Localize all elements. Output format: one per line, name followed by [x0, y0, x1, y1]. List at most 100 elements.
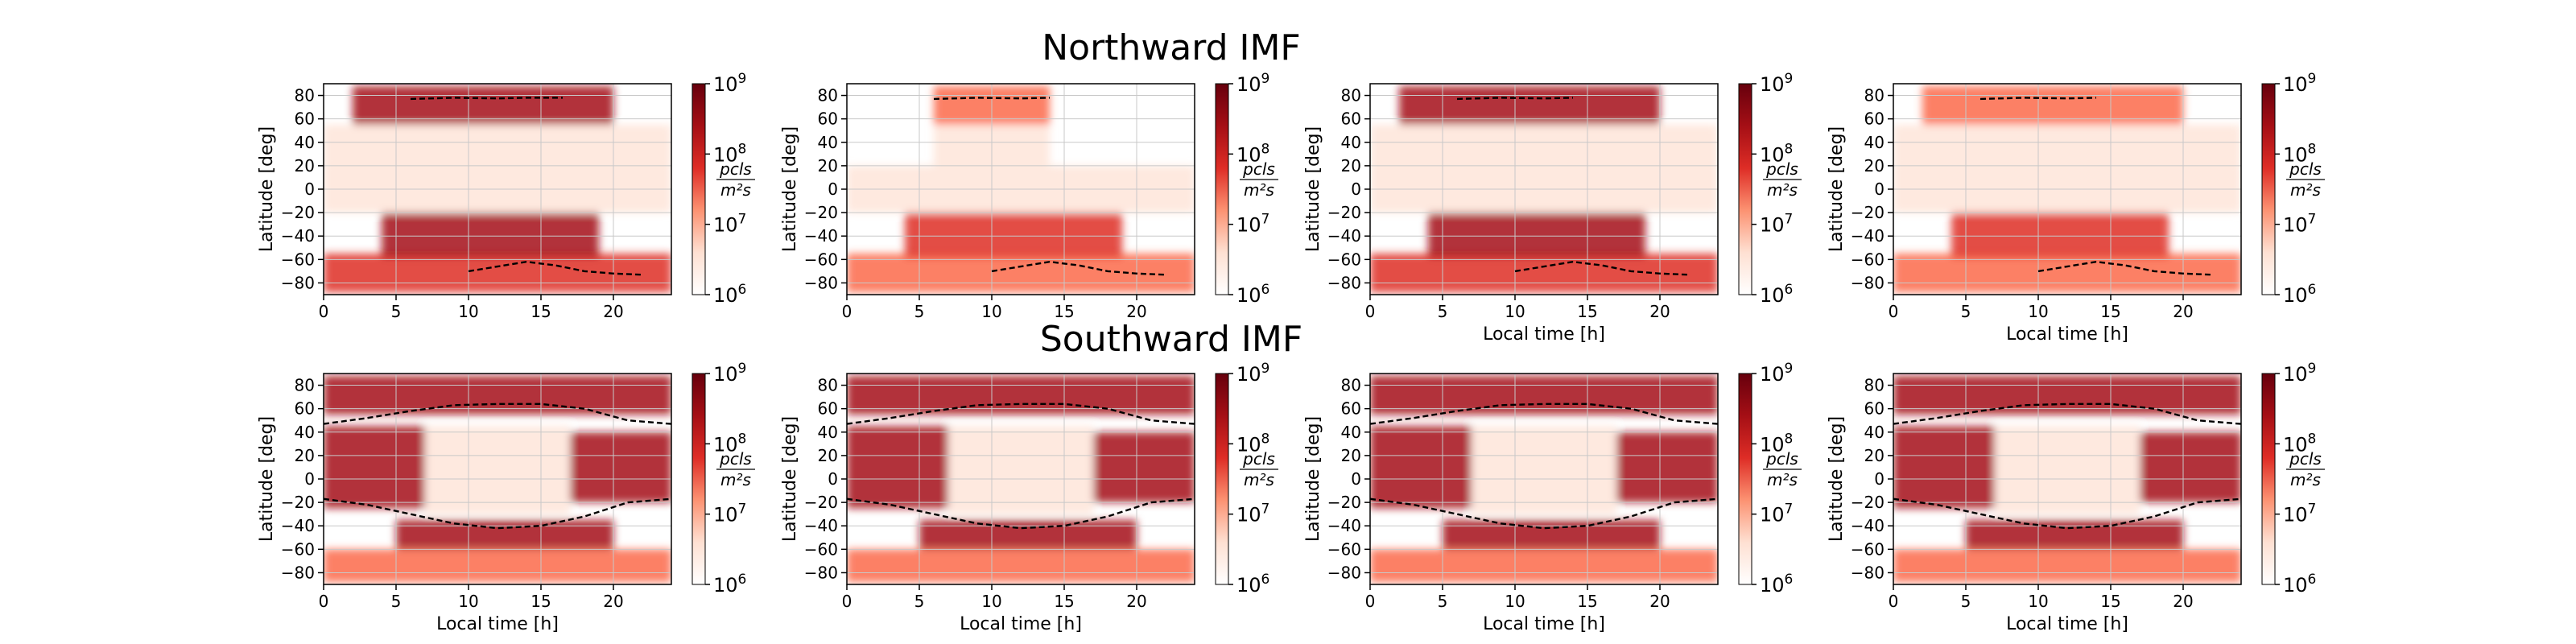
heatmap-cell: [425, 426, 570, 514]
colorbar-tick-label: 108: [2283, 431, 2316, 456]
y-tick-label: −80: [1327, 273, 1361, 292]
heatmap-cell: [1893, 549, 2241, 583]
x-tick-label: 0: [319, 302, 329, 321]
heatmap-cell: [1893, 124, 2241, 166]
y-tick-label: −80: [1851, 273, 1885, 292]
colorbar-tick-label: 107: [713, 212, 746, 237]
colorbar-label-numerator: pcls: [2289, 449, 2322, 469]
x-tick-label: 10: [458, 592, 478, 611]
y-tick-label: 20: [1864, 446, 1885, 465]
colorbar-tick-label: 106: [1760, 282, 1793, 307]
x-tick-label: 15: [1054, 302, 1074, 321]
x-tick-label: 15: [2100, 592, 2120, 611]
boundary-line: [1893, 402, 2241, 425]
x-tick-label: 10: [2028, 592, 2048, 611]
x-tick-label: 20: [1649, 592, 1670, 611]
x-tick-label: 15: [530, 302, 551, 321]
y-tick-label: 80: [818, 376, 838, 395]
x-tick-label: 5: [1438, 302, 1448, 321]
y-tick-label: −80: [804, 563, 838, 582]
colorbar-gradient: [691, 83, 706, 295]
x-tick-label: 5: [1961, 592, 1971, 611]
colorbar-tick-label: 107: [2283, 212, 2316, 237]
boundary-line: [324, 402, 671, 425]
boundary-line: [933, 97, 1051, 101]
colorbar-tick-label: 106: [1236, 572, 1269, 597]
x-axis-label: Local time [h]: [960, 614, 1082, 634]
heatmap-cell: [324, 426, 425, 509]
heatmap-cell: [1995, 426, 2140, 514]
colorbar-label-numerator: pcls: [719, 449, 752, 469]
y-tick-label: −40: [1327, 516, 1361, 535]
y-axis-label: Latitude [deg]: [1303, 126, 1323, 252]
colorbar-tick-label: 108: [713, 141, 746, 166]
boundary-line: [1979, 97, 2097, 101]
x-tick-label: 20: [603, 592, 623, 611]
x-tick-label: 15: [530, 592, 551, 611]
heatmap-cell: [382, 213, 599, 258]
colorbar-label-denominator: m²s: [1767, 180, 1798, 200]
y-tick-label: 80: [1341, 86, 1361, 105]
colorbar-label-numerator: pcls: [1242, 159, 1275, 179]
y-tick-label: −80: [281, 273, 315, 292]
heatmap-cell: [847, 426, 948, 509]
y-tick-label: −60: [804, 539, 838, 559]
colorbar-tick-label: 109: [1760, 71, 1793, 96]
colorbar-gradient: [1738, 83, 1752, 295]
y-tick-label: 60: [1341, 109, 1361, 129]
colorbar-tick-label: 106: [713, 572, 746, 597]
y-tick-label: −60: [1327, 250, 1361, 269]
x-axis-label: Local time [h]: [1483, 614, 1605, 634]
boundary-line: [847, 402, 1195, 425]
row-title-northward: Northward IMF: [1042, 27, 1301, 68]
y-axis-label: Latitude [deg]: [257, 416, 277, 542]
y-tick-label: 20: [818, 156, 838, 175]
colorbar-tick-label: 107: [1236, 212, 1269, 237]
y-tick-label: 40: [818, 423, 838, 442]
colorbar-label-denominator: m²s: [2290, 470, 2321, 489]
colorbar-tick-label: 106: [2283, 282, 2316, 307]
y-tick-label: 80: [295, 376, 315, 395]
y-tick-label: 20: [1341, 156, 1361, 175]
boundary-line: [991, 261, 1166, 276]
y-tick-label: 40: [295, 423, 315, 442]
heatmap-cell: [1966, 519, 2183, 550]
colorbar-label-denominator: m²s: [1767, 470, 1798, 489]
panel-north-2: 0 5 10 15 20 80 60 40 20 0 −20 −40 −60 −80 Latitude [d…: [780, 71, 1278, 321]
boundary-line: [1370, 497, 1718, 530]
panel-south-4: 0 5 10 15 20 80 60 40 20 0 −20 −40 −60 −80 Latitude [d…: [1827, 361, 2325, 634]
y-tick-label: 80: [1341, 376, 1361, 395]
x-axis-label: Local time [h]: [1483, 324, 1605, 345]
y-axis-label: Latitude [deg]: [1303, 416, 1323, 542]
heatmap-cell: [905, 213, 1122, 258]
y-tick-label: 60: [1864, 109, 1885, 129]
x-tick-label: 5: [391, 302, 402, 321]
heatmap-cell: [396, 519, 613, 550]
x-tick-label: 0: [1365, 592, 1376, 611]
y-tick-label: 0: [304, 469, 315, 489]
colorbar-label-denominator: m²s: [1244, 180, 1274, 200]
x-axis-label: Local time [h]: [2006, 614, 2128, 634]
panel-north-1: 0 5 10 15 20 80 60 40 20 0 −20 −40 −60 −80 Latitude [d…: [257, 71, 755, 321]
colorbar-tick-label: 106: [713, 282, 746, 307]
boundary-line: [410, 97, 563, 101]
y-tick-label: 20: [1864, 156, 1885, 175]
y-axis-label: Latitude [deg]: [1827, 416, 1847, 542]
x-tick-label: 20: [603, 302, 623, 321]
heatmap-cell: [1951, 213, 2169, 258]
x-axis-label: Local time [h]: [436, 614, 559, 634]
colorbar-tick-label: 106: [1760, 572, 1793, 597]
colorbar-tick-label: 109: [2283, 71, 2316, 96]
colorbar-tick-label: 107: [713, 502, 746, 526]
x-tick-label: 20: [2173, 592, 2193, 611]
y-tick-label: −20: [804, 493, 838, 512]
y-tick-label: −80: [281, 563, 315, 582]
x-tick-label: 5: [391, 592, 402, 611]
y-axis-label: Latitude [deg]: [780, 416, 800, 542]
panel-south-1: 0 5 10 15 20 80 60 40 20 0 −20 −40 −60 −80 Latitude [d…: [257, 361, 755, 634]
